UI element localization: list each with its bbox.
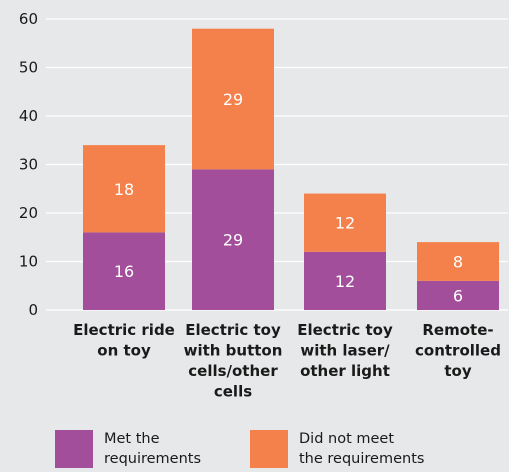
legend-label: requirements [104, 451, 201, 467]
data-label: 16 [114, 262, 134, 281]
x-category-label: other light [300, 362, 390, 380]
x-category-label: Electric ride [73, 321, 175, 339]
y-tick-label: 0 [28, 301, 38, 319]
x-category-label: Electric toy [297, 321, 393, 339]
y-tick-label: 10 [19, 253, 38, 271]
legend-swatch [55, 430, 93, 468]
bar-segment-met [417, 280, 499, 310]
x-category-label: toy [444, 362, 471, 380]
data-label: 18 [114, 180, 134, 199]
legend-label: the requirements [299, 451, 424, 467]
legend-label: Met the [104, 431, 160, 447]
x-category-label: Remote- [422, 321, 493, 339]
data-label: 6 [453, 286, 463, 305]
x-category-label: cells/other [188, 362, 278, 380]
data-label: 29 [223, 90, 243, 109]
legend-label: Did not meet [299, 431, 394, 447]
y-tick-label: 60 [19, 10, 38, 28]
x-category-label: controlled [415, 342, 501, 360]
bar-segment-not-met [304, 193, 386, 252]
legend-swatch [250, 430, 288, 468]
bar-segment-not-met [83, 145, 165, 233]
data-label: 12 [335, 272, 355, 291]
x-category-label: Electric toy [185, 321, 281, 339]
y-tick-label: 20 [19, 204, 38, 222]
data-label: 12 [335, 214, 355, 233]
bar-segment-not-met [417, 242, 499, 281]
data-label: 29 [223, 231, 243, 250]
x-category-label: with button [184, 342, 283, 360]
x-category-label: with laser/ [300, 342, 390, 360]
x-category-label: cells [214, 383, 252, 401]
bar-segment-met [192, 169, 274, 310]
data-label: 8 [453, 253, 463, 272]
y-tick-label: 50 [19, 59, 38, 77]
y-tick-label: 30 [19, 156, 38, 174]
bar-segment-not-met [192, 28, 274, 170]
x-category-label: on toy [97, 342, 151, 360]
bar-segment-met [83, 232, 165, 310]
y-tick-label: 40 [19, 107, 38, 125]
bar-segment-met [304, 251, 386, 310]
